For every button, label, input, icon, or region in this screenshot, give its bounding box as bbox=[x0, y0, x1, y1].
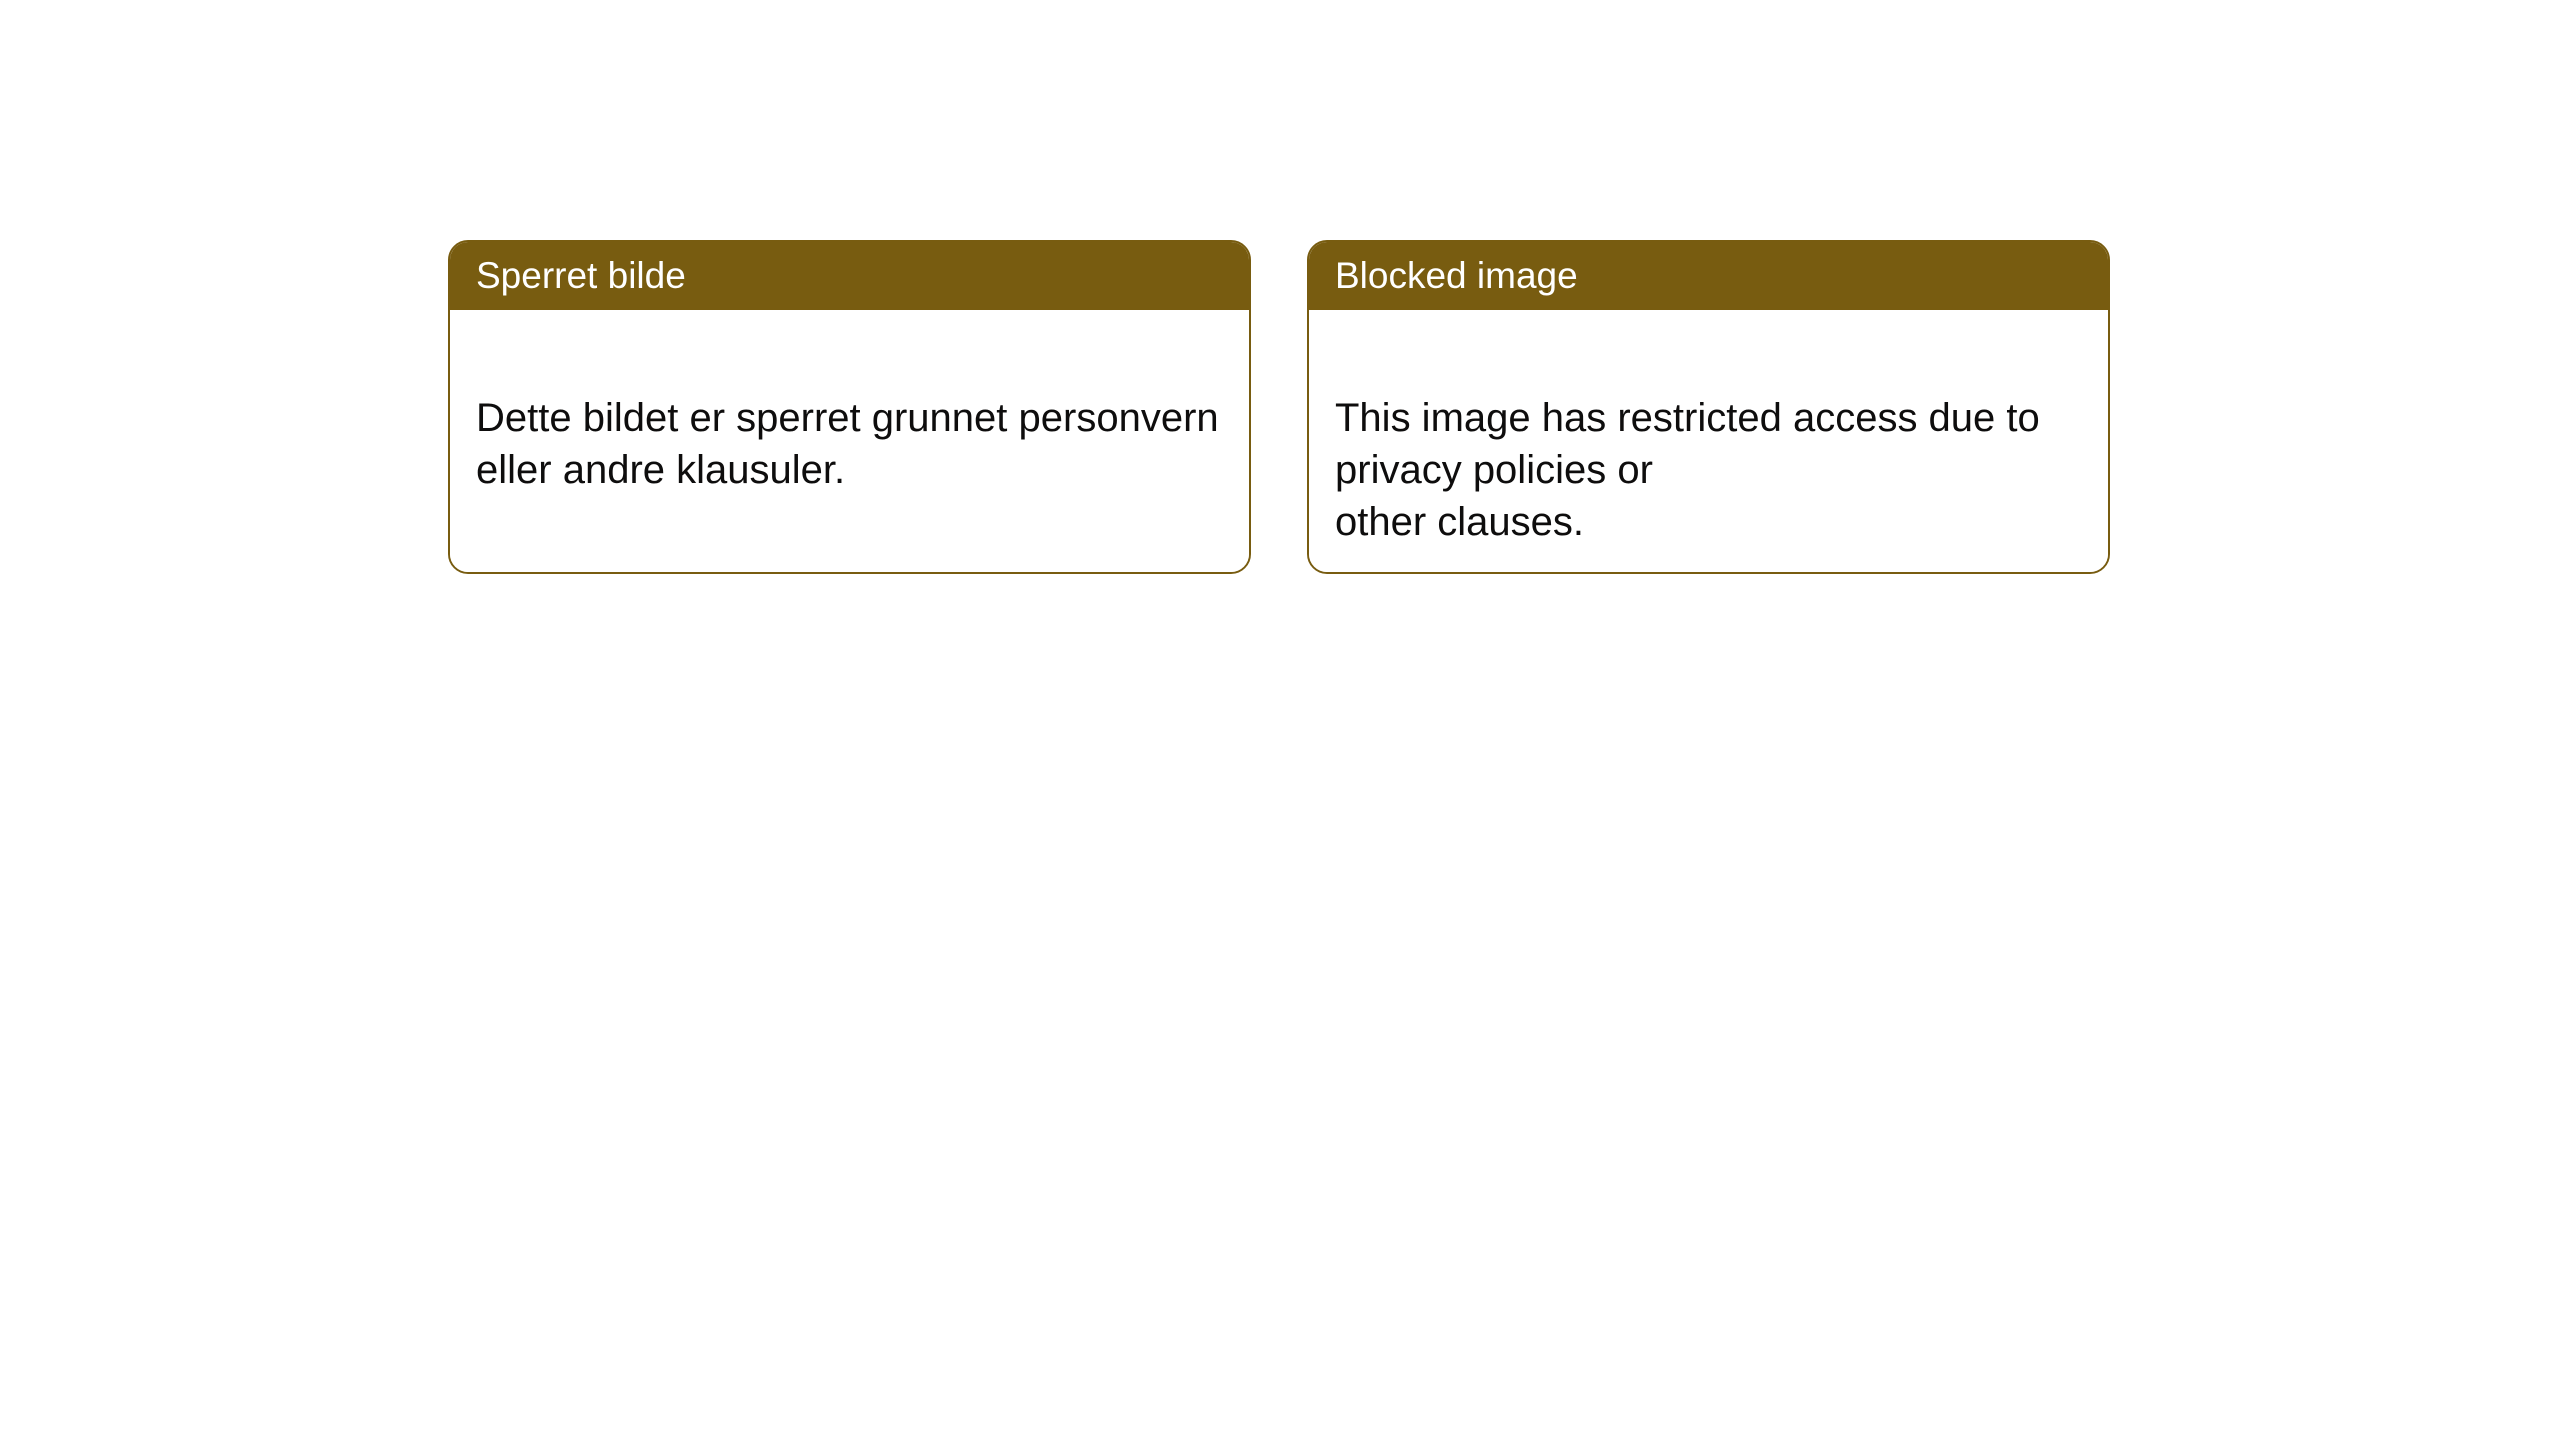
notice-card-norwegian: Sperret bilde Dette bildet er sperret gr… bbox=[448, 240, 1251, 574]
card-body: This image has restricted access due to … bbox=[1309, 310, 2108, 574]
card-title: Sperret bilde bbox=[476, 255, 686, 296]
notice-cards-container: Sperret bilde Dette bildet er sperret gr… bbox=[448, 240, 2110, 574]
notice-card-english: Blocked image This image has restricted … bbox=[1307, 240, 2110, 574]
card-body-text: Dette bildet er sperret grunnet personve… bbox=[476, 396, 1219, 492]
card-body: Dette bildet er sperret grunnet personve… bbox=[450, 310, 1249, 572]
card-header: Sperret bilde bbox=[450, 242, 1249, 310]
card-header: Blocked image bbox=[1309, 242, 2108, 310]
card-title: Blocked image bbox=[1335, 255, 1578, 296]
card-body-text: This image has restricted access due to … bbox=[1335, 396, 2040, 544]
